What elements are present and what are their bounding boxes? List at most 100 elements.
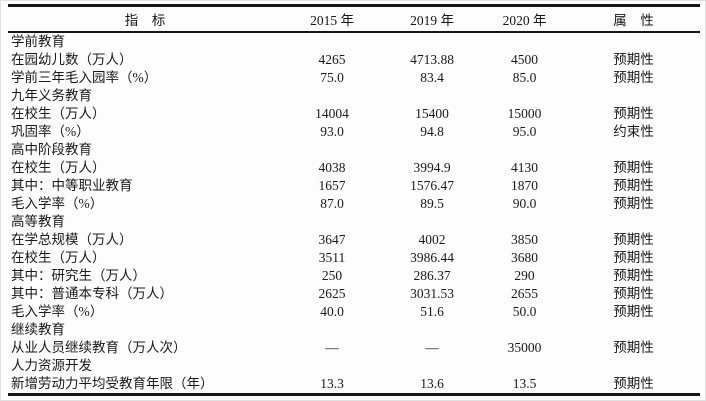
section-label: 九年义务教育 — [11, 88, 92, 103]
value-cell-2015 — [282, 213, 382, 231]
indicator-label: 在校生（万人） — [11, 106, 106, 121]
section-label: 学前教育 — [11, 34, 65, 49]
value-cell-2020 — [482, 141, 567, 159]
value-cell-2020: 4500 — [511, 52, 538, 67]
attribute-cell: 预期性 — [613, 286, 654, 301]
attribute-cell: 预期性 — [613, 232, 654, 247]
table-row: 其中：中等职业教育 1657 1576.47 1870 预期性 — [8, 177, 700, 195]
education-indicators-table: 指 标 2015 年 2019 年 2020 年属 性 学前教育 在园幼儿数（万人） 42… — [8, 4, 700, 396]
section-row: 学前教育 — [8, 32, 700, 51]
value-cell-2020: 95.0 — [512, 124, 537, 139]
value-cell-2019: 1576.47 — [410, 178, 454, 193]
table-row: 巩固率（%） 93.0 94.8 95.0 约束性 — [8, 123, 700, 141]
attribute-cell: 约束性 — [613, 124, 654, 139]
table-row: 其中：研究生（万人） 250 286.37 290 预期性 — [8, 267, 700, 285]
indicator-label: 其中：研究生（万人） — [11, 268, 146, 283]
value-cell-2020: 3850 — [511, 232, 538, 247]
indicator-label: 其中：中等职业教育 — [11, 178, 133, 193]
value-cell-2020: 4130 — [511, 160, 538, 175]
value-cell-2020 — [482, 87, 567, 105]
value-cell-2019: 83.4 — [420, 70, 444, 85]
attribute-cell: 预期性 — [613, 106, 654, 121]
table-row: 其中：普通本专科（万人） 2625 3031.53 2655 预期性 — [8, 285, 700, 303]
value-cell-2015: 3647 — [318, 232, 346, 247]
value-cell-2020: 290 — [514, 268, 535, 283]
indicator-label: 毛入学率（%） — [11, 304, 104, 319]
value-cell-2015: 13.3 — [320, 376, 344, 391]
value-cell-2020 — [482, 321, 567, 339]
attribute-cell: 预期性 — [613, 250, 654, 265]
value-cell-2019: 3986.44 — [410, 250, 454, 265]
indicator-label: 毛入学率（%） — [11, 196, 104, 211]
table-row: 在校生（万人） 14004 15400 15000 预期性 — [8, 105, 700, 123]
value-cell-2019: 51.6 — [420, 304, 444, 319]
value-cell-2019 — [382, 141, 482, 159]
value-cell-2019 — [382, 357, 482, 375]
value-cell-2015 — [282, 357, 382, 375]
value-cell-2019: — — [425, 340, 439, 355]
section-row: 九年义务教育 — [8, 87, 700, 105]
indicator-label: 巩固率（%） — [11, 124, 90, 139]
value-cell-2020: 90.0 — [512, 196, 537, 211]
table-row: 新增劳动力平均受教育年限（年） 13.3 13.6 13.5 预期性 — [8, 375, 700, 395]
attribute-cell: 预期性 — [613, 304, 654, 319]
attribute-cell: 预期性 — [613, 340, 654, 355]
value-cell-2019: 286.37 — [413, 268, 451, 283]
table-row: 在园幼儿数（万人） 4265 4713.88 4500 预期性 — [8, 51, 700, 69]
table-body: 学前教育 在园幼儿数（万人） 4265 4713.88 4500 预期性 学前三年毛入园率（… — [8, 32, 700, 395]
attribute-cell: 预期性 — [613, 376, 654, 391]
section-label: 人力资源开发 — [11, 358, 92, 373]
section-label: 高等教育 — [11, 214, 65, 229]
attribute-cell: 预期性 — [613, 196, 654, 211]
value-cell-2020 — [482, 32, 567, 51]
attribute-cell: 预期性 — [613, 160, 654, 175]
column-header-attribute: 属 性 — [567, 4, 700, 33]
indicator-label: 新增劳动力平均受教育年限（年） — [11, 376, 214, 391]
indicator-label: 在园幼儿数（万人） — [11, 52, 133, 67]
value-cell-2020: 15000 — [507, 106, 542, 121]
value-cell-2020: 50.0 — [512, 304, 537, 319]
value-cell-2019: 4002 — [418, 232, 446, 247]
section-row: 人力资源开发 — [8, 357, 700, 375]
value-cell-2020: 13.5 — [512, 376, 537, 391]
attribute-cell — [567, 357, 700, 375]
value-cell-2015: 2625 — [318, 286, 346, 301]
value-cell-2015 — [282, 141, 382, 159]
value-cell-2015 — [282, 87, 382, 105]
indicator-label: 学前三年毛入园率（%） — [11, 70, 158, 85]
value-cell-2019: 15400 — [415, 106, 449, 121]
value-cell-2020: 1870 — [511, 178, 538, 193]
attribute-cell: 预期性 — [613, 178, 654, 193]
value-cell-2015: 87.0 — [320, 196, 344, 211]
attribute-cell — [567, 32, 700, 51]
value-cell-2020: 2655 — [511, 286, 538, 301]
value-cell-2019: 89.5 — [420, 196, 444, 211]
section-label: 继续教育 — [11, 322, 65, 337]
indicator-label: 在校生（万人） — [11, 160, 106, 175]
attribute-cell — [567, 87, 700, 105]
value-cell-2015: — — [325, 340, 339, 355]
value-cell-2015: 3511 — [318, 250, 346, 265]
table-row: 在校生（万人） 3511 3986.44 3680 预期性 — [8, 249, 700, 267]
value-cell-2019 — [382, 213, 482, 231]
value-cell-2019: 4713.88 — [410, 52, 454, 67]
table-row: 在学总规模（万人） 3647 4002 3850 预期性 — [8, 231, 700, 249]
value-cell-2015: 1657 — [318, 178, 346, 193]
column-header-indicator: 指 标 — [8, 4, 282, 33]
table-row: 毛入学率（%） 40.0 51.6 50.0 预期性 — [8, 303, 700, 321]
attribute-cell: 预期性 — [613, 52, 654, 67]
indicator-label: 在学总规模（万人） — [11, 232, 133, 247]
attribute-cell — [567, 141, 700, 159]
section-row: 继续教育 — [8, 321, 700, 339]
value-cell-2015: 40.0 — [320, 304, 344, 319]
value-cell-2015 — [282, 321, 382, 339]
value-cell-2015: 93.0 — [320, 124, 344, 139]
value-cell-2020: 85.0 — [512, 70, 537, 85]
column-header-2015: 2015 年 — [282, 4, 382, 33]
attribute-cell: 预期性 — [613, 268, 654, 283]
table-header: 指 标 2015 年 2019 年 2020 年属 性 — [8, 4, 700, 33]
section-row: 高等教育 — [8, 213, 700, 231]
header-row: 指 标 2015 年 2019 年 2020 年属 性 — [8, 4, 700, 33]
value-cell-2019 — [382, 321, 482, 339]
